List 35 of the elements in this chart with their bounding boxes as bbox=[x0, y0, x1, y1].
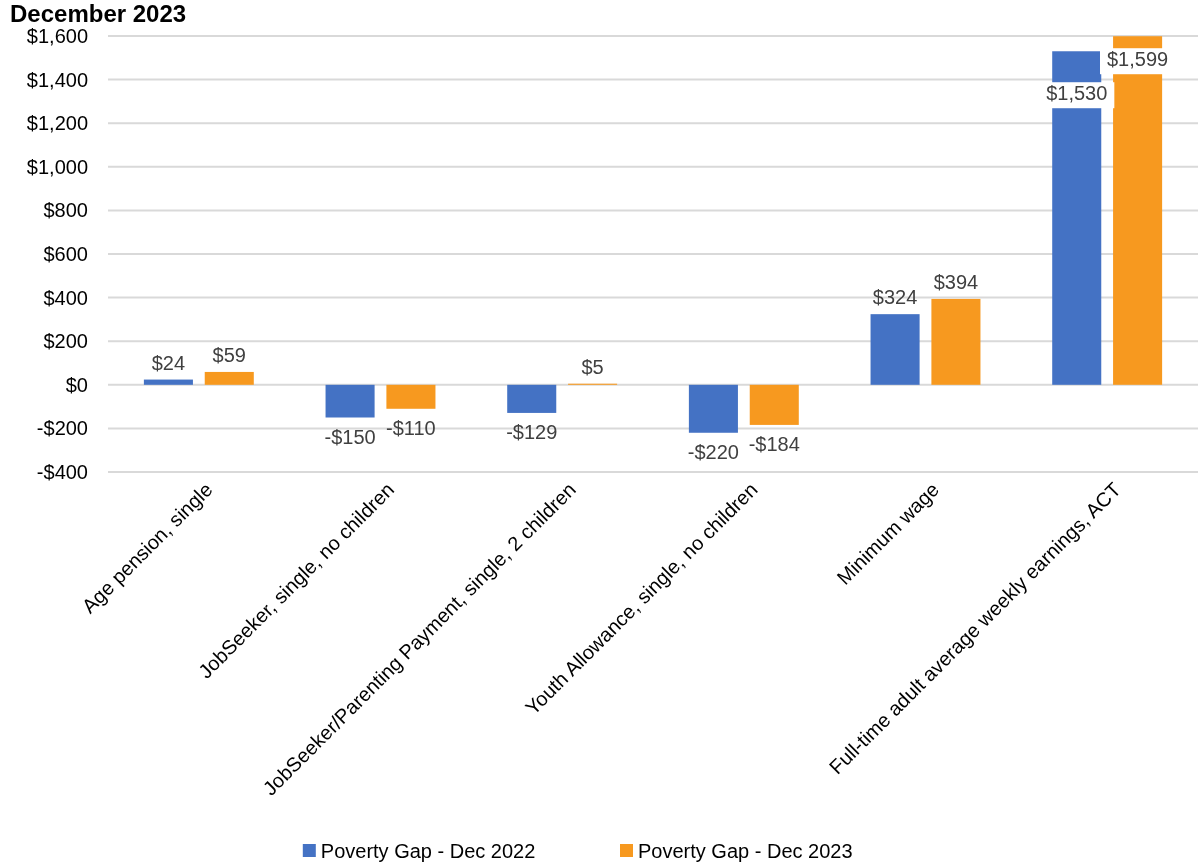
data-label: $324 bbox=[872, 286, 918, 309]
data-label: -$150 bbox=[324, 425, 376, 448]
data-label: -$184 bbox=[748, 432, 800, 455]
y-tick-label: $1,200 bbox=[26, 112, 88, 135]
y-tick-label: $0 bbox=[65, 373, 88, 396]
bar bbox=[931, 298, 981, 385]
data-label: -$110 bbox=[386, 416, 436, 439]
chart-title: December 2023 bbox=[10, 0, 187, 27]
y-tick-label: $1,400 bbox=[26, 68, 88, 91]
bar bbox=[507, 384, 557, 413]
bar bbox=[870, 314, 920, 385]
y-tick-label: $800 bbox=[43, 199, 88, 222]
legend-label: Poverty Gap - Dec 2022 bbox=[320, 840, 536, 862]
bar bbox=[688, 384, 738, 433]
y-tick-label: -$400 bbox=[36, 461, 88, 483]
data-label: $1,530 bbox=[1046, 82, 1108, 105]
data-label: $5 bbox=[581, 355, 604, 378]
y-tick-label: $400 bbox=[43, 286, 88, 309]
data-label: $394 bbox=[933, 270, 979, 293]
bar bbox=[204, 371, 254, 385]
y-tick-label: $1,000 bbox=[26, 155, 88, 178]
y-tick-label: -$200 bbox=[36, 417, 88, 440]
bar bbox=[386, 384, 436, 409]
bar bbox=[325, 384, 375, 418]
data-label: $1,599 bbox=[1107, 48, 1169, 71]
legend-label: Poverty Gap - Dec 2023 bbox=[638, 840, 853, 862]
data-label: $24 bbox=[151, 351, 186, 374]
bar bbox=[749, 384, 799, 425]
data-label: $59 bbox=[212, 343, 246, 366]
data-label: -$129 bbox=[506, 420, 558, 443]
y-tick-label: $600 bbox=[43, 243, 88, 265]
data-label: -$220 bbox=[687, 440, 739, 463]
bar bbox=[143, 379, 193, 385]
y-tick-label: $1,600 bbox=[26, 25, 88, 47]
y-tick-label: $200 bbox=[43, 330, 88, 353]
